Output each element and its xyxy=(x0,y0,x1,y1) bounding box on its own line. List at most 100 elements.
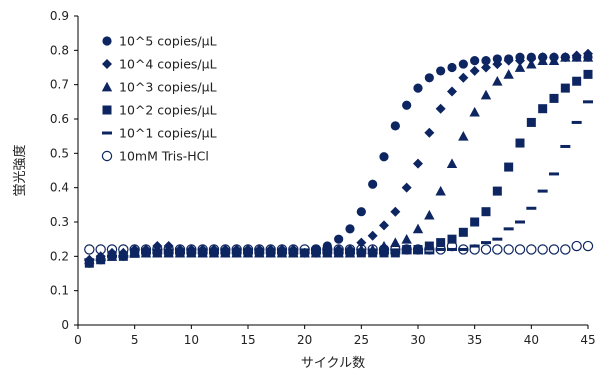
data-point-dash xyxy=(526,206,537,210)
legend-label: 10^4 copies/μL xyxy=(119,57,217,72)
series-layer xyxy=(84,48,594,268)
data-point-circle xyxy=(300,248,310,258)
data-point-open-circle xyxy=(503,244,514,255)
data-point-circle xyxy=(424,73,434,83)
axes: 0 5 10 15 20 25 30 35 40 45 0 0.1 0.2 0.3 0.4 0.5 0.6 0.… xyxy=(50,9,596,347)
data-point-circle xyxy=(390,121,400,131)
data-point-square xyxy=(470,217,480,227)
data-point-dash xyxy=(424,251,435,255)
legend-label: 10^1 copies/μL xyxy=(119,126,217,141)
data-point-circle xyxy=(232,248,242,258)
data-point-circle xyxy=(515,52,525,62)
data-point-square xyxy=(549,93,559,103)
data-point-circle xyxy=(458,59,468,69)
data-point-diamond xyxy=(447,86,457,97)
data-point-dash xyxy=(583,100,593,104)
data-point-circle xyxy=(243,248,253,258)
data-point-circle xyxy=(209,248,219,258)
data-point-dash xyxy=(571,120,582,124)
data-point-square xyxy=(458,227,468,237)
data-point-triangle xyxy=(435,185,446,196)
y-tick-label: 0.6 xyxy=(50,112,69,126)
data-point-diamond xyxy=(469,65,480,76)
y-tick-label: 0.8 xyxy=(50,43,69,57)
data-point-open-circle xyxy=(526,244,537,255)
legend-marker-open-circle xyxy=(101,150,113,162)
data-point-dash xyxy=(537,189,548,193)
y-tick-label: 0.5 xyxy=(50,146,69,160)
data-point-circle xyxy=(492,54,502,64)
data-point-triangle xyxy=(424,209,435,220)
y-tick-label: 0.7 xyxy=(50,78,69,92)
data-point-square xyxy=(402,244,412,254)
legend: 10^5 copies/μL 10^4 copies/μL 10^3 copies/… xyxy=(101,34,217,164)
data-point-circle xyxy=(504,54,514,64)
data-point-diamond xyxy=(390,206,401,217)
data-point-open-circle xyxy=(514,244,526,255)
data-point-open-circle xyxy=(560,244,571,255)
data-point-circle xyxy=(130,248,140,258)
x-tick-label: 5 xyxy=(131,333,139,347)
data-point-circle xyxy=(368,179,378,189)
data-point-triangle xyxy=(412,223,424,234)
data-point-circle xyxy=(345,224,355,234)
data-point-dash xyxy=(503,227,514,231)
data-point-dash xyxy=(481,241,491,245)
data-point-square xyxy=(560,83,570,93)
series-circle xyxy=(84,52,593,268)
data-point-square xyxy=(583,69,593,79)
data-point-circle xyxy=(356,207,366,217)
y-tick-label: 0.1 xyxy=(50,284,69,298)
data-point-square xyxy=(424,241,434,251)
data-point-dash xyxy=(515,220,525,224)
legend-label: 10^2 copies/μL xyxy=(119,103,217,118)
data-point-diamond xyxy=(152,241,163,252)
x-tick-label: 35 xyxy=(467,333,482,347)
data-point-dash xyxy=(458,247,469,251)
data-point-circle xyxy=(254,248,264,258)
data-point-circle xyxy=(447,62,457,73)
data-point-square xyxy=(515,138,525,148)
data-point-circle xyxy=(152,248,162,258)
data-point-triangle xyxy=(503,69,514,79)
data-point-circle xyxy=(583,52,593,62)
data-point-square xyxy=(492,186,502,196)
data-point-circle xyxy=(470,56,480,66)
data-point-open-circle xyxy=(537,244,548,255)
legend-item: 10mM Tris-HCl xyxy=(101,149,209,164)
data-point-dash xyxy=(549,172,559,176)
data-point-square xyxy=(379,248,389,258)
data-point-diamond xyxy=(413,158,423,169)
data-point-triangle xyxy=(514,62,526,72)
data-point-circle xyxy=(379,152,389,162)
data-point-circle xyxy=(322,241,332,251)
data-point-square xyxy=(436,238,446,248)
y-tick-label: 0.4 xyxy=(50,181,69,195)
data-point-open-circle xyxy=(571,240,582,252)
legend-marker-triangle xyxy=(101,81,113,92)
data-point-circle xyxy=(413,83,423,93)
data-point-square xyxy=(481,207,491,217)
data-point-circle xyxy=(560,52,570,62)
data-point-circle xyxy=(572,52,582,62)
x-tick-label: 30 xyxy=(410,333,425,347)
data-point-triangle xyxy=(356,244,367,254)
data-point-diamond xyxy=(435,103,446,114)
data-point-circle xyxy=(220,248,230,258)
y-tick-label: 0.3 xyxy=(50,215,69,229)
data-point-circle xyxy=(311,244,321,255)
data-point-open-circle xyxy=(548,244,560,255)
y-axis-title: 蛍光強度 xyxy=(12,144,28,196)
data-point-diamond xyxy=(424,127,435,138)
legend-marker-circle xyxy=(102,36,112,46)
data-point-square xyxy=(504,162,514,172)
data-point-triangle xyxy=(378,240,390,251)
data-point-triangle xyxy=(492,76,503,86)
y-tick-label: 0.2 xyxy=(50,249,69,263)
data-point-circle xyxy=(266,248,276,258)
data-point-circle xyxy=(118,251,128,261)
legend-marker-dash xyxy=(102,131,112,135)
data-point-circle xyxy=(96,255,106,265)
data-point-circle xyxy=(107,251,117,261)
